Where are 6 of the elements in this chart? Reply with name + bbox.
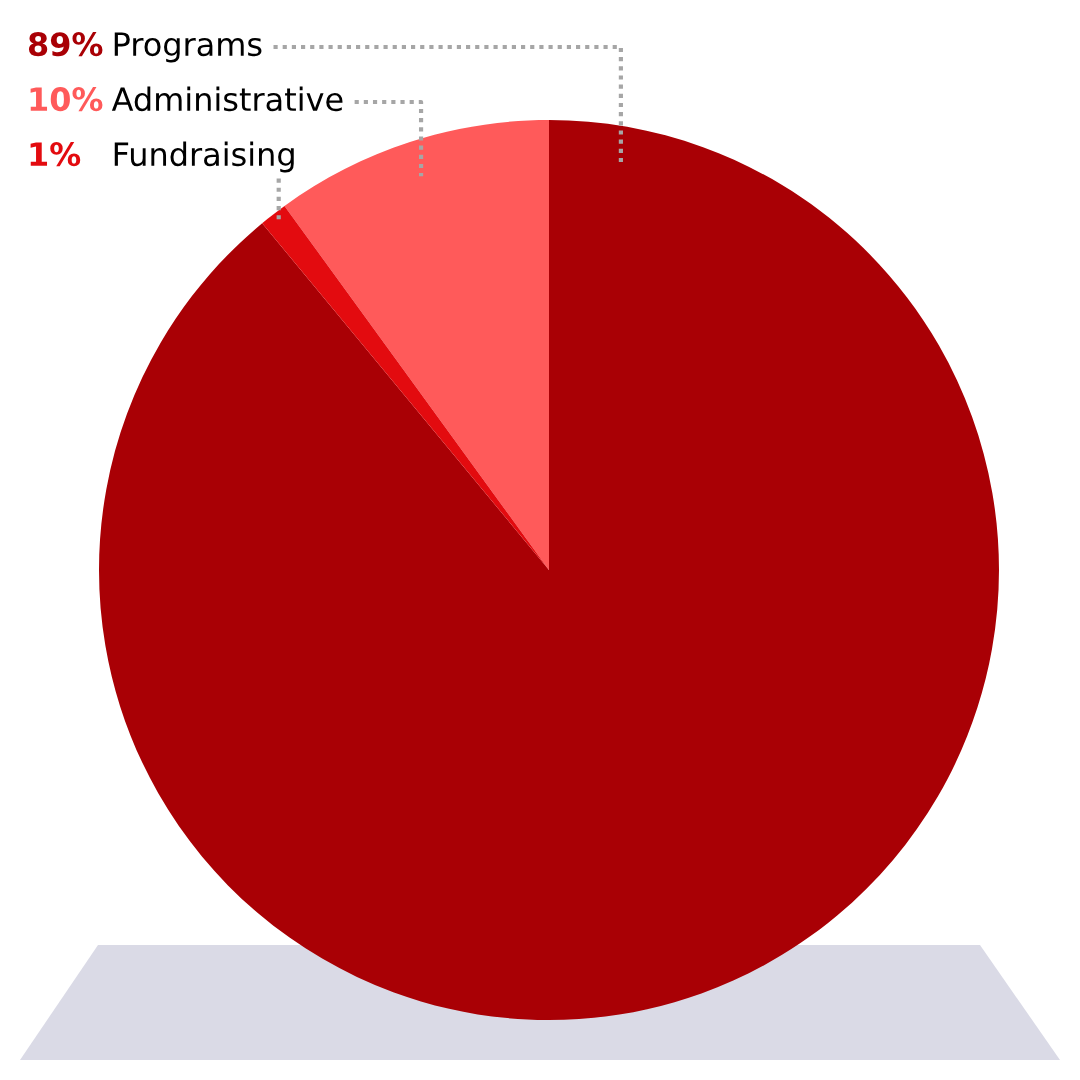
slice-label: Programs	[114, 32, 262, 63]
slice-label: Administrative	[111, 86, 343, 112]
data-label: 89%	[28, 32, 103, 57]
data-label: 10%	[30, 87, 103, 112]
data-label: 1%	[30, 142, 81, 167]
slice-label: Fundraising	[114, 141, 294, 173]
